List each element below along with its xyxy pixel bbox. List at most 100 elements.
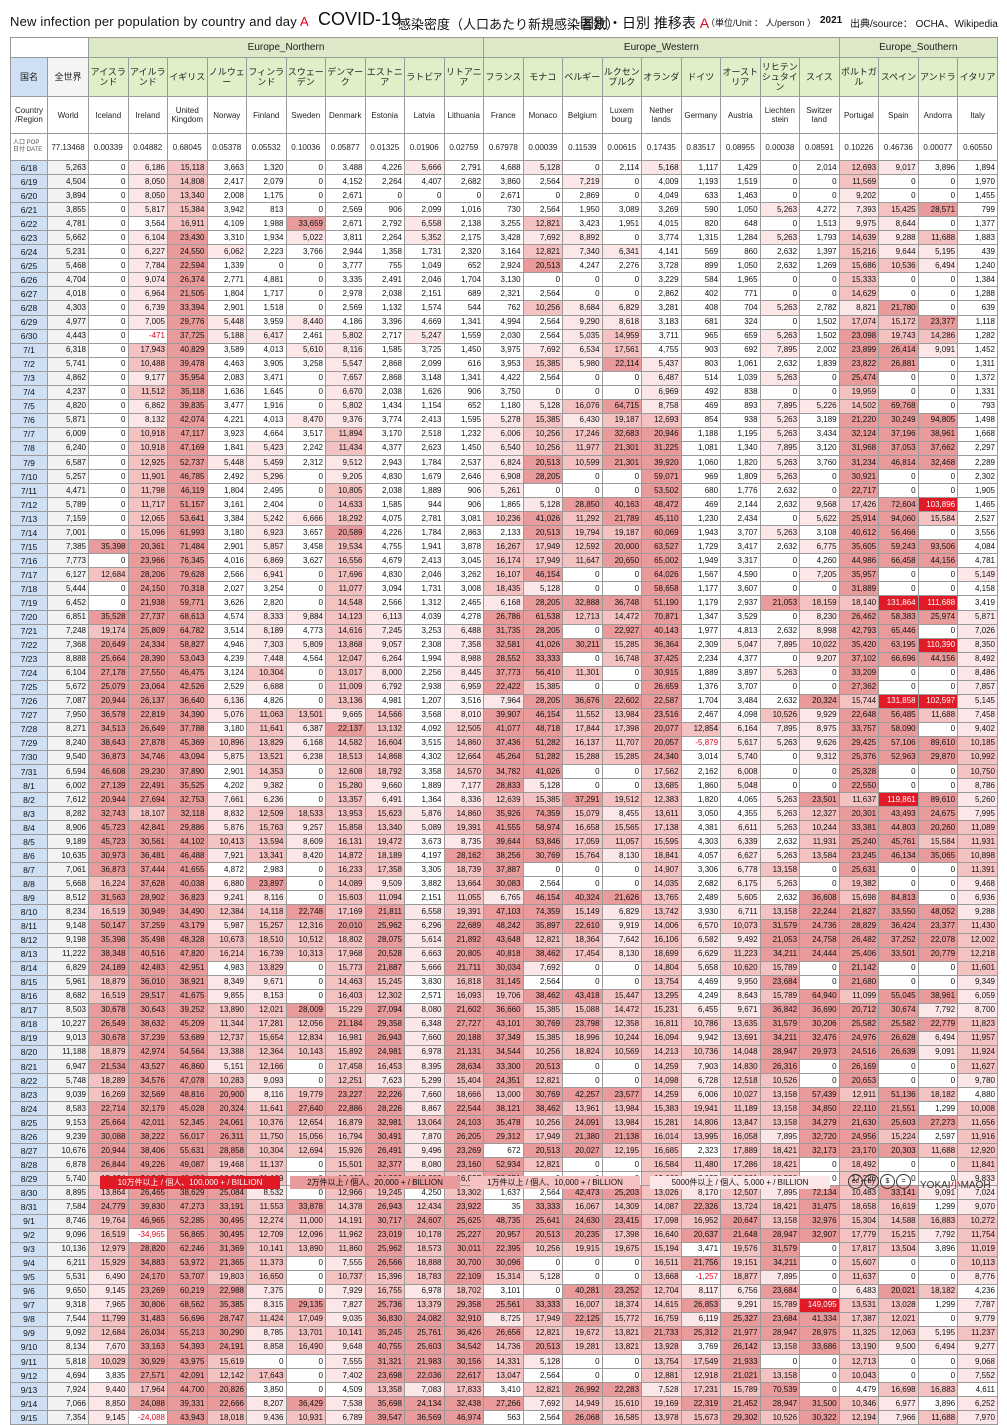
value-cell: 13,358 (364, 1382, 405, 1398)
value-cell: 590 (680, 202, 722, 218)
value-cell: 21,648 (720, 1227, 761, 1243)
value-cell: 0 (285, 1073, 326, 1089)
value-cell: 0 (562, 1157, 603, 1173)
value-cell: 34,850 (799, 1101, 840, 1117)
value-cell: 11,569 (838, 174, 880, 190)
value-cell: 26,786 (483, 609, 524, 625)
value-cell: 14,806 (680, 1115, 722, 1131)
value-cell: 0 (601, 286, 643, 302)
value-cell: 5,022 (285, 230, 326, 246)
value-cell: 3,711 (641, 328, 682, 344)
value-cell: 15,385 (522, 1002, 564, 1018)
value-cell: 4,141 (641, 244, 682, 260)
value-cell: 37,349 (483, 1030, 524, 1046)
value-cell: 13,017 (325, 665, 366, 681)
value-cell: 21,365 (206, 1255, 247, 1271)
value-cell: 0 (799, 272, 840, 288)
value-cell: 26,142 (720, 1339, 761, 1355)
value-cell: 469 (680, 497, 722, 513)
value-cell: 23,822 (838, 356, 880, 372)
value-cell: 68,613 (167, 609, 208, 625)
value-cell: 8,130 (601, 848, 643, 864)
value-cell: 30,322 (799, 1410, 840, 1425)
value-cell: 20,650 (601, 553, 643, 569)
value-cell: 0 (759, 679, 801, 695)
value-cell: 40,038 (167, 876, 208, 892)
value-cell: 51,282 (522, 735, 564, 751)
value-cell: 40,324 (562, 890, 603, 906)
value-cell: 14,736 (483, 1339, 524, 1355)
value-cell: 6,430 (562, 412, 603, 428)
value-cell: 26,844 (88, 1157, 129, 1173)
value-cell: 15,385 (522, 412, 564, 428)
value-cell: 0 (759, 272, 801, 288)
value-cell: 19,803 (206, 1269, 247, 1285)
value-cell: 33,333 (522, 1297, 564, 1313)
value-cell: 1,232 (443, 426, 485, 442)
value-cell: 4,830 (364, 469, 405, 485)
value-cell: 56,466 (878, 525, 919, 541)
value-cell: 0 (285, 988, 326, 1004)
value-cell: 21,021 (720, 1368, 761, 1384)
value-cell: 3,657 (285, 525, 326, 541)
table-row: 7/30 9,540 36,873 34,746 43,094 5,875 13,521 6,… (10, 749, 998, 766)
value-cell: 20,513 (522, 258, 564, 274)
value-cell: 7,245 (364, 623, 405, 639)
value-cell: 8,821 (838, 300, 880, 316)
value-cell: 24,981 (364, 1044, 405, 1061)
value-cell: 4,302 (404, 749, 445, 766)
value-cell: 22,666 (206, 1396, 247, 1412)
value-cell: 7,642 (601, 932, 643, 948)
table-body: 6/18 5,263 0 6,186 15,118 3,663 1,320 0 3,488 4,2… (10, 159, 998, 1425)
value-cell: 1,463 (720, 188, 761, 204)
value-cell: 0 (917, 721, 959, 737)
value-cell: 3,108 (799, 525, 840, 541)
value-cell: 10,896 (206, 735, 247, 751)
legend-20k: 2万件以上 / 個人、20,000 + / BILLION (290, 1176, 460, 1189)
value-cell: 12,639 (483, 792, 524, 808)
value-cell: 18,739 (443, 862, 485, 878)
value-cell: 3,728 (641, 258, 682, 274)
value-cell: 10,136 (47, 1241, 89, 1257)
value-cell: 16,879 (325, 1115, 366, 1131)
value-cell: 9,500 (878, 1339, 919, 1355)
value-cell: 14,472 (601, 609, 643, 625)
value-cell: 46,154 (522, 890, 564, 906)
value-cell: 0 (878, 188, 919, 204)
value-cell: 42,951 (167, 960, 208, 976)
value-cell: 36,690 (799, 1002, 840, 1018)
table-row: 8/24 8,583 22,714 32,179 45,028 20,324 11,641 2… (10, 1101, 998, 1117)
value-cell: 25,974 (917, 609, 959, 625)
value-cell: 10,918 (127, 426, 168, 442)
country-name-jp: リヒテンシュタイン (759, 57, 801, 97)
value-cell: 0 (88, 230, 129, 246)
population-row: 人口 POP 日付 DATE 77.13468 0.00339 0.04882 0.680… (10, 133, 998, 161)
value-cell: 25,376 (838, 749, 880, 766)
value-cell: 0 (285, 764, 326, 780)
value-cell: 3,514 (206, 623, 247, 639)
value-cell: 0 (88, 272, 129, 288)
value-cell: 5,047 (720, 637, 761, 653)
value-cell: 10,236 (483, 511, 524, 527)
value-cell: 1,498 (957, 412, 998, 428)
value-cell: 25,561 (483, 1297, 524, 1313)
value-cell: 3,517 (285, 426, 326, 442)
value-cell: 59,243 (878, 539, 919, 555)
value-cell: 51,157 (167, 497, 208, 513)
value-cell: 24,550 (167, 244, 208, 260)
value-cell: 26,316 (759, 1058, 801, 1075)
value-cell: 11,688 (917, 1143, 959, 1159)
value-cell: 3,488 (325, 159, 366, 176)
value-cell: 771 (720, 286, 761, 302)
value-cell: 1,804 (206, 286, 247, 302)
value-cell: 16,811 (641, 1016, 682, 1032)
value-cell: 10,413 (206, 834, 247, 850)
value-cell: 6,978 (404, 1283, 445, 1299)
table-row: 8/7 7,061 36,873 37,444 41,655 4,872 2,983 0 16,… (10, 862, 998, 878)
date-cell: 9/1 (10, 1213, 48, 1229)
value-cell: 2,632 (759, 834, 801, 850)
legend-100k: 10万件以上 / 個人、100,000 + / BILLION (100, 1176, 280, 1189)
value-cell: 3,905 (246, 356, 287, 372)
date-cell: 7/18 (10, 581, 48, 597)
value-cell: 4,221 (206, 412, 247, 428)
